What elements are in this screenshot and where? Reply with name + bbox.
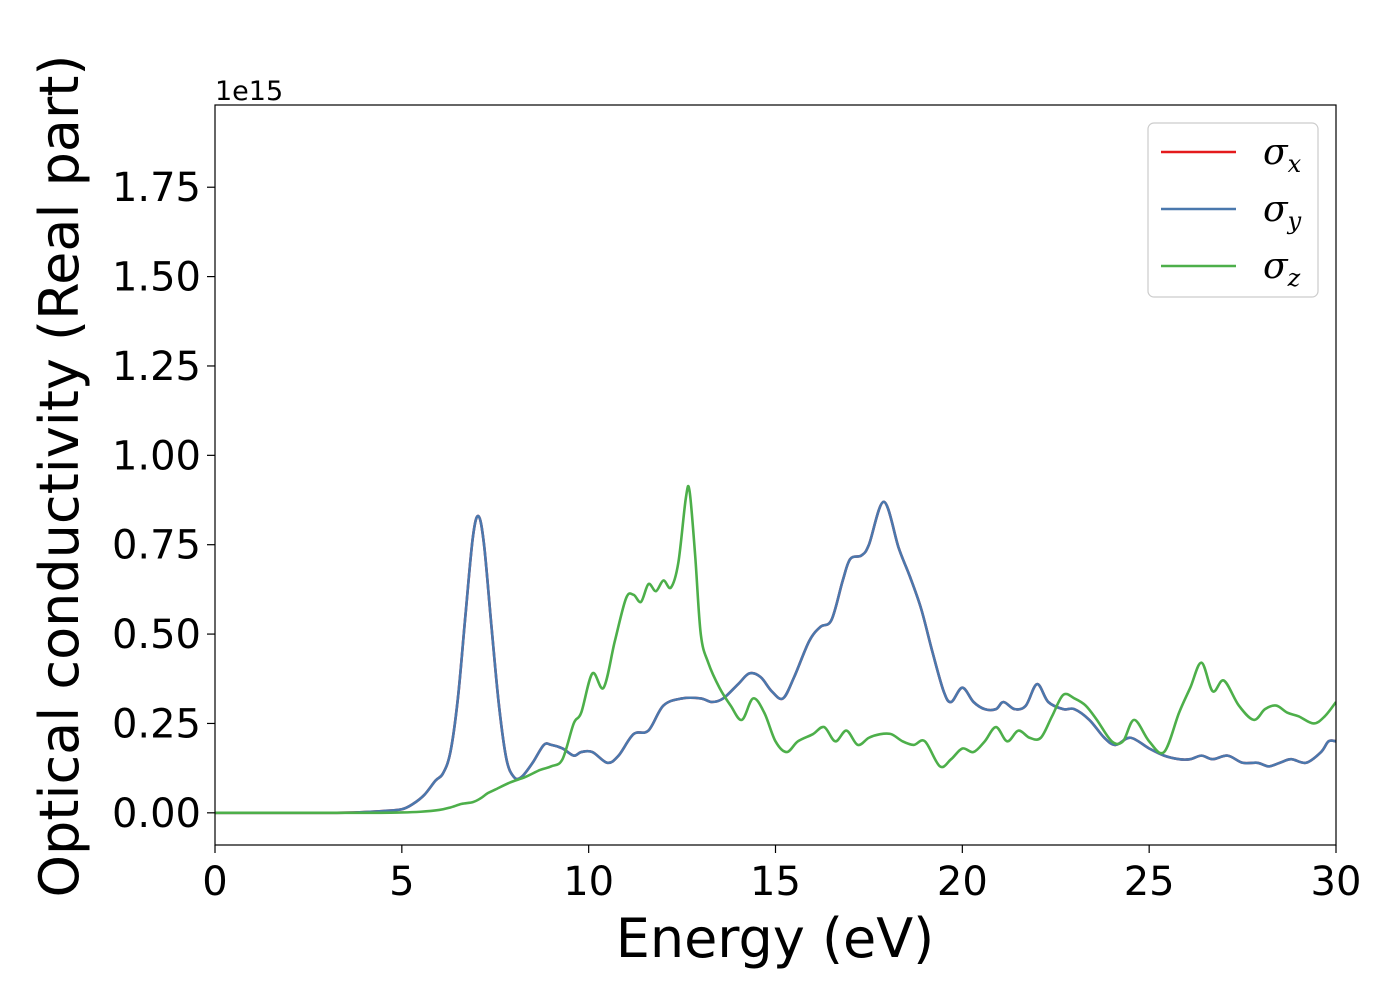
legend: σx σy σz — [1147, 122, 1319, 298]
y-tick-label: 0.50 — [112, 612, 201, 658]
x-axis-label: Energy (eV) — [616, 907, 935, 970]
x-tick-label: 20 — [937, 859, 988, 905]
y-tick-label: 0.75 — [112, 523, 201, 569]
x-tick-label: 30 — [1311, 859, 1362, 905]
y-axis-label: Optical conductivity (Real part) — [28, 55, 91, 898]
x-tick-label: 5 — [389, 859, 414, 905]
y-tick-label: 1.75 — [112, 165, 201, 211]
legend-label-z: σz — [1263, 246, 1301, 292]
x-tick-label: 0 — [202, 859, 227, 905]
y-offset-label: 1e15 — [215, 76, 283, 107]
y-tick-label: 1.50 — [112, 255, 201, 301]
series-layer — [215, 484, 1336, 815]
x-axis: 0 5 10 15 20 25 30 — [202, 845, 1361, 905]
legend-label-y: σy — [1263, 189, 1302, 235]
legend-label-x: σx — [1263, 132, 1302, 178]
series-line-z — [215, 484, 1336, 815]
y-tick-label: 0.25 — [112, 701, 201, 747]
x-tick-label: 25 — [1124, 859, 1175, 905]
y-axis: 0.00 0.25 0.50 0.75 1.00 1.25 1.50 1.75 — [112, 165, 215, 837]
y-tick-label: 1.00 — [112, 433, 201, 479]
x-tick-label: 15 — [750, 859, 801, 905]
y-tick-label: 0.00 — [112, 791, 201, 837]
y-tick-label: 1.25 — [112, 344, 201, 390]
x-tick-label: 10 — [563, 859, 614, 905]
